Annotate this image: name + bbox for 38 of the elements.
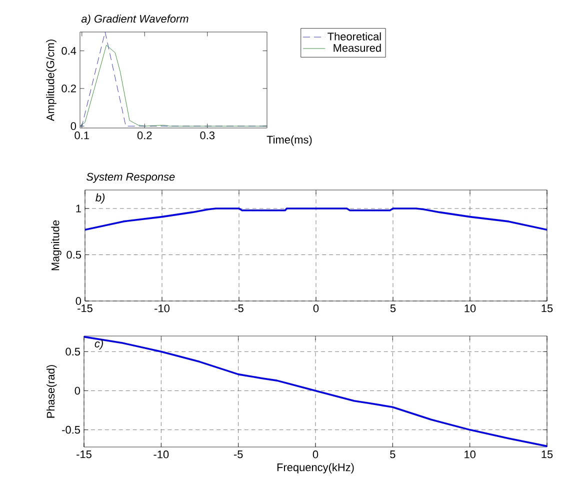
y-tick-label: 0.5 xyxy=(66,250,82,259)
y-tick-label: 0 xyxy=(76,297,82,305)
legend-label: Theoretical xyxy=(328,32,381,40)
x-tick-label: -15 xyxy=(76,450,92,458)
chart-title: a) Gradient Waveform xyxy=(81,14,188,25)
y-axis-title: Phase(rad) xyxy=(46,365,57,418)
x-tick-label: 10 xyxy=(464,304,476,312)
chart-title: System Response xyxy=(86,172,175,183)
line-series xyxy=(84,336,548,447)
annotation: c) xyxy=(94,339,103,350)
x-tick-label: -10 xyxy=(154,304,170,312)
y-tick-label: 0.2 xyxy=(62,84,76,92)
x-axis-title: Frequency(kHz) xyxy=(277,463,354,474)
legend-label: Measured xyxy=(334,44,381,52)
x-tick-label: 0 xyxy=(313,304,319,312)
x-tick-label: 15 xyxy=(542,450,553,458)
y-tick-label: 0.5 xyxy=(66,348,80,356)
x-tick-label: 0.3 xyxy=(200,132,215,140)
x-tick-label: 5 xyxy=(390,304,396,312)
y-axis-title: Magnitude xyxy=(51,220,62,270)
y-tick-label: 0.4 xyxy=(62,46,76,55)
x-tick-label: -5 xyxy=(234,304,244,312)
y-tick-label: -0.5 xyxy=(62,426,80,434)
annotation: b) xyxy=(96,193,105,204)
x-tick-label: -5 xyxy=(234,450,243,458)
x-tick-label: -15 xyxy=(78,304,92,312)
y-tick-label: 0 xyxy=(74,386,80,395)
y-tick-label: 0 xyxy=(70,122,76,130)
x-tick-label: 10 xyxy=(464,450,476,458)
x-tick-label: 5 xyxy=(390,450,396,458)
x-tick-label: 0.1 xyxy=(74,132,89,140)
x-tick-label: 0.2 xyxy=(137,132,152,140)
x-tick-label: -10 xyxy=(154,450,169,458)
y-tick-label: 1 xyxy=(76,204,81,212)
x-tick-label: 15 xyxy=(542,304,553,312)
x-axis-title: Time(ms) xyxy=(266,136,312,146)
x-tick-label: 0 xyxy=(312,450,318,458)
y-axis-title: Amplitude(G/cm) xyxy=(46,40,56,122)
